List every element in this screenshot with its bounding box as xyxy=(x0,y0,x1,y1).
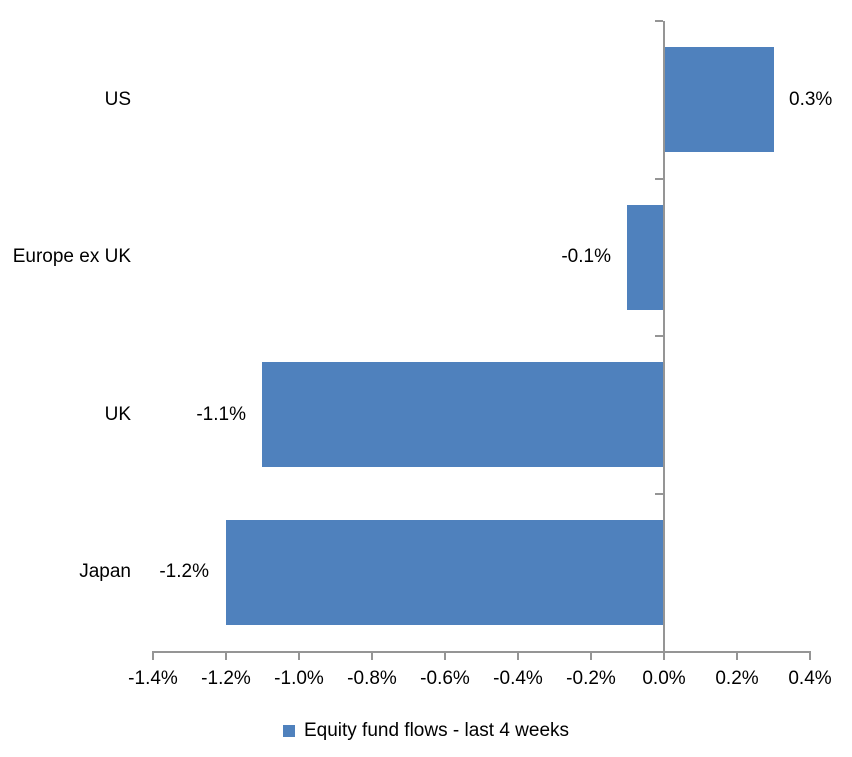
value-axis-tick-label: -0.8% xyxy=(347,668,397,689)
value-axis-tick xyxy=(225,651,227,660)
value-axis-tick xyxy=(371,651,373,660)
bar-japan xyxy=(226,520,664,625)
value-axis-tick-label: -1.4% xyxy=(128,668,178,689)
category-label: Europe ex UK xyxy=(12,246,131,267)
legend-label: Equity fund flows - last 4 weeks xyxy=(303,720,570,741)
value-axis-tick xyxy=(663,651,665,660)
legend: Equity fund flows - last 4 weeks xyxy=(0,719,852,743)
value-axis-tick-label: -1.0% xyxy=(274,668,324,689)
value-axis-tick xyxy=(590,651,592,660)
data-label: -1.1% xyxy=(196,404,246,425)
category-axis-tick xyxy=(655,178,663,180)
category-label: Japan xyxy=(79,561,131,582)
value-axis-tick-label: 0.4% xyxy=(788,668,832,689)
data-label: 0.3% xyxy=(789,89,833,110)
category-axis-line xyxy=(663,21,665,651)
value-axis-tick-label: 0.0% xyxy=(642,668,686,689)
bar-europe-ex-uk xyxy=(627,205,664,310)
value-axis-tick xyxy=(517,651,519,660)
category-label: UK xyxy=(104,404,131,425)
value-axis-tick xyxy=(736,651,738,660)
category-axis-tick xyxy=(655,493,663,495)
value-axis-tick-label: -0.4% xyxy=(493,668,543,689)
category-axis-tick xyxy=(655,335,663,337)
value-axis-line xyxy=(152,651,811,653)
value-axis-tick-label: -0.2% xyxy=(566,668,616,689)
data-label: -1.2% xyxy=(159,561,209,582)
category-label: US xyxy=(104,89,131,110)
category-axis-tick xyxy=(655,20,663,22)
value-axis-tick xyxy=(298,651,300,660)
value-axis-tick-label: -1.2% xyxy=(201,668,251,689)
value-axis-tick xyxy=(809,651,811,660)
value-axis-tick-label: -0.6% xyxy=(420,668,470,689)
value-axis-tick xyxy=(152,651,154,660)
value-axis-tick xyxy=(444,651,446,660)
data-label: -0.1% xyxy=(561,246,611,267)
legend-swatch xyxy=(282,725,295,737)
bar-us xyxy=(664,47,774,152)
bar-uk xyxy=(262,362,664,467)
value-axis-tick-label: 0.2% xyxy=(715,668,759,689)
